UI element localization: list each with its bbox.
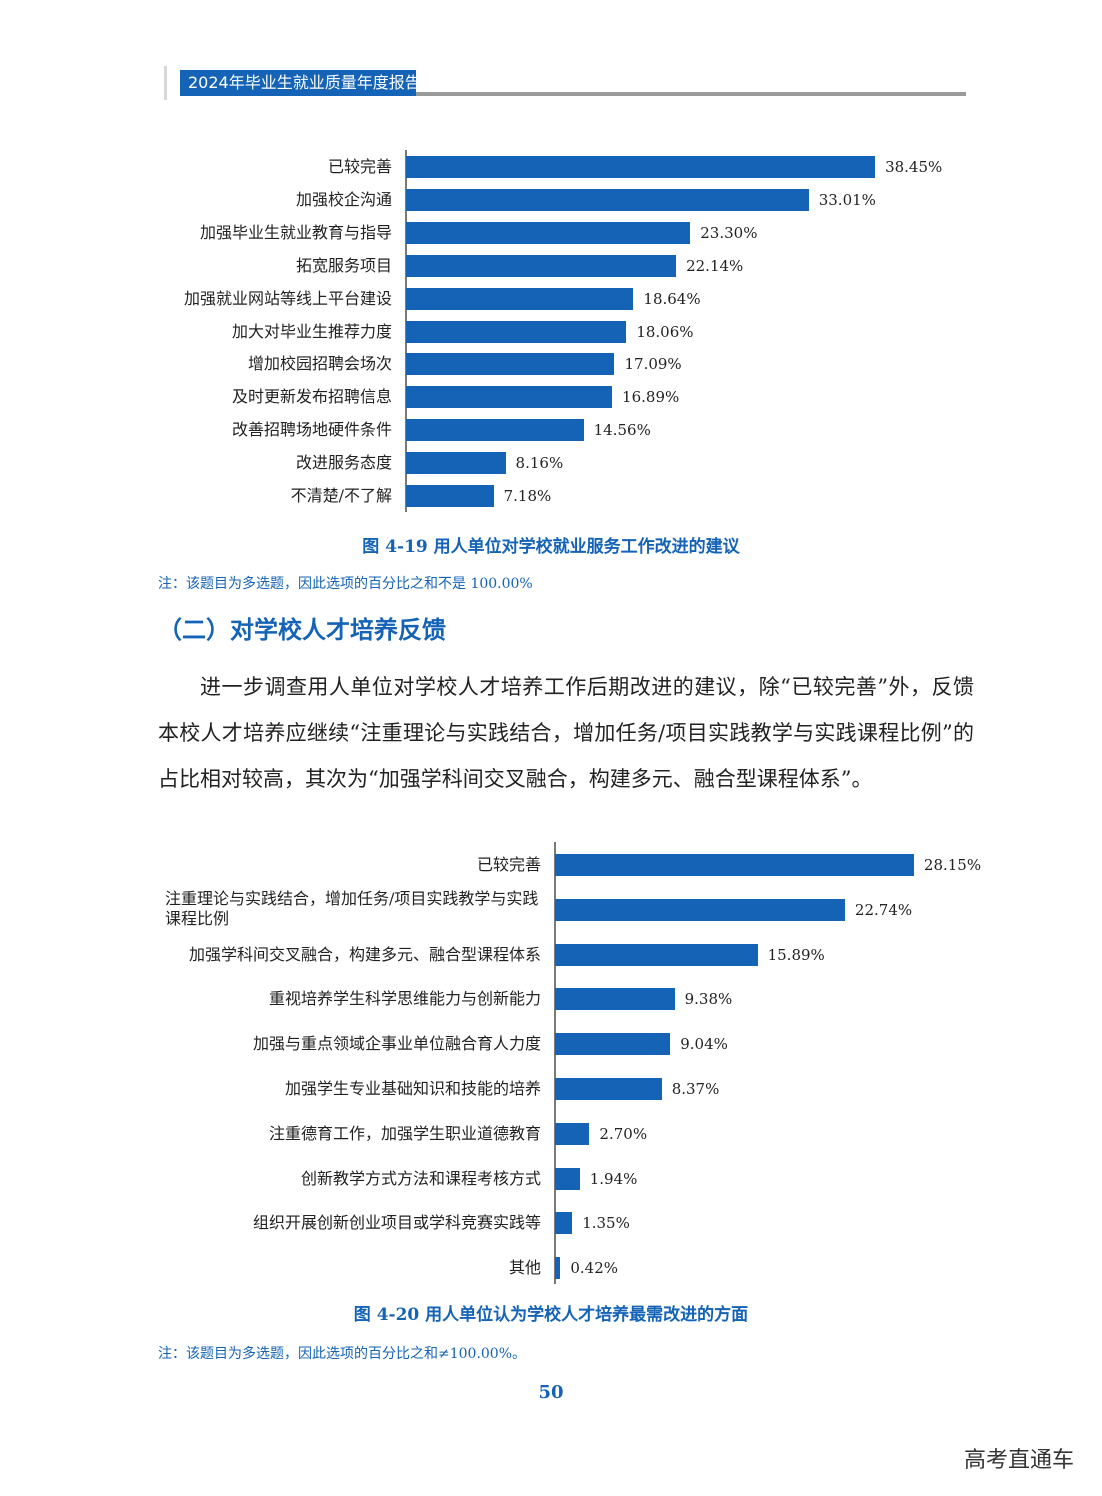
value-label: 33.01% — [818, 190, 876, 209]
value-label: 9.38% — [684, 990, 733, 1009]
category-label: 及时更新发布招聘信息 — [231, 387, 392, 407]
bar — [406, 386, 613, 409]
category-label: 组织开展创新创业项目或学科竞赛实践等 — [252, 1213, 541, 1233]
section-title: （二）对学校人才培养反馈 — [158, 615, 446, 644]
category-label: 加强与重点领域企事业单位融合育人力度 — [252, 1034, 541, 1054]
watermark: 高考直通车 — [963, 1448, 1074, 1473]
category-label: 不清楚/不了解 — [290, 486, 392, 505]
bar — [555, 1122, 590, 1145]
bar — [406, 419, 584, 442]
category-label: 已较完善 — [476, 855, 541, 874]
section-paragraph: 进一步调查用人单位对学校人才培养工作后期改进的建议，除“已较完善”外，反馈本校人… — [158, 675, 974, 791]
category-label: 加大对毕业生推荐力度 — [231, 321, 392, 341]
bar — [555, 943, 758, 966]
bar — [406, 485, 494, 507]
category-label: 拓宽服务项目 — [295, 255, 392, 275]
category-label: 加强毕业生就业教育与指导 — [199, 222, 392, 242]
category-label: 重视培养学生科学思维能力与创新能力 — [268, 989, 541, 1009]
header-rule — [180, 92, 966, 96]
category-label: 加强学科间交叉融合，构建多元、融合型课程体系 — [188, 944, 541, 964]
bar — [406, 353, 615, 376]
chart-axis — [554, 842, 556, 1284]
value-label: 14.56% — [593, 421, 651, 440]
figure-caption-4-19: 图 4-19 用人单位对学校就业服务工作改进的建议 — [362, 537, 740, 557]
bar — [555, 854, 914, 876]
value-label: 28.15% — [923, 856, 982, 874]
bar — [406, 188, 809, 211]
category-label: 其他 — [508, 1258, 541, 1278]
value-label: 16.89% — [622, 388, 680, 407]
bar — [555, 1033, 671, 1056]
value-label: 18.06% — [636, 322, 694, 341]
value-label: 1.94% — [589, 1169, 638, 1188]
bar — [406, 320, 627, 343]
value-label: 2.70% — [599, 1124, 648, 1143]
value-label: 0.42% — [570, 1259, 618, 1278]
value-label: 8.37% — [671, 1080, 720, 1098]
category-label: 注重德育工作，加强学生职业道德教育 — [268, 1123, 541, 1143]
value-label: 22.14% — [686, 256, 744, 275]
value-label: 1.35% — [582, 1214, 630, 1233]
value-label: 15.89% — [767, 945, 825, 964]
bar — [555, 1257, 561, 1280]
bar — [406, 221, 691, 244]
page-number: 50 — [538, 1382, 564, 1403]
header-accent-line — [164, 66, 167, 100]
value-label: 18.64% — [643, 289, 701, 308]
bar — [555, 1212, 573, 1235]
bar — [406, 156, 876, 178]
category-label: 注重理论与实践结合，增加任务/项目实践教学与实践课程比例 — [165, 888, 539, 928]
bar — [406, 452, 506, 475]
value-label: 7.18% — [503, 487, 552, 505]
bar — [406, 287, 634, 310]
category-label: 改进服务态度 — [295, 453, 392, 473]
category-label: 加强就业网站等线上平台建设 — [183, 288, 392, 308]
bar — [555, 1078, 662, 1100]
value-label: 23.30% — [700, 223, 758, 242]
figure-caption-4-20: 图 4-20 用人单位认为学校人才培养最需改进的方面 — [353, 1305, 749, 1325]
bar — [406, 254, 677, 277]
category-label: 加强校企沟通 — [295, 189, 392, 209]
figure-note-4-19: 注：该题目为多选题，因此选项的百分比之和不是 100.00% — [158, 576, 533, 592]
category-label: 已较完善 — [327, 157, 392, 176]
value-label: 9.04% — [680, 1035, 728, 1054]
bar — [555, 898, 845, 921]
category-label: 创新教学方式方法和课程考核方式 — [300, 1168, 541, 1188]
header-title: 2024年毕业生就业质量年度报告 — [180, 70, 421, 96]
figure-note-4-20: 注：该题目为多选题，因此选项的百分比之和≠100.00%。 — [158, 1346, 527, 1362]
value-label: 22.74% — [854, 900, 913, 919]
category-label: 加强学生专业基础知识和技能的培养 — [284, 1079, 541, 1098]
value-label: 8.16% — [515, 454, 564, 473]
bar — [555, 988, 675, 1011]
category-label: 增加校园招聘会场次 — [247, 354, 392, 374]
bar — [555, 1167, 580, 1190]
value-label: 38.45% — [885, 158, 943, 176]
value-label: 17.09% — [624, 355, 682, 374]
category-label: 改善招聘场地硬件条件 — [231, 420, 392, 440]
